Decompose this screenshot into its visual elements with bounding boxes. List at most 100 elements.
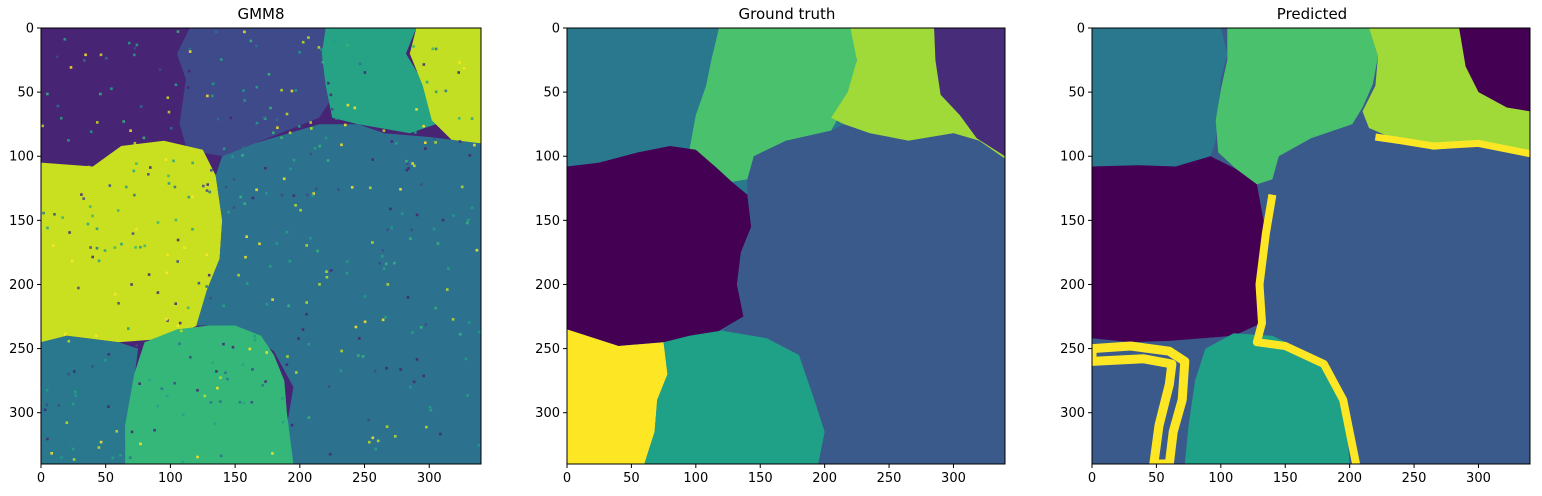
noise-pixel — [311, 271, 314, 275]
noise-pixel — [468, 321, 471, 324]
noise-pixel — [271, 298, 274, 301]
noise-pixel — [216, 386, 219, 390]
noise-pixel — [315, 187, 318, 191]
chart-title: Ground truth — [738, 5, 836, 23]
noise-pixel — [87, 391, 90, 395]
noise-pixel — [316, 249, 319, 253]
x-tick-label: 100 — [1208, 471, 1233, 486]
heatmap-region — [721, 124, 1005, 464]
noise-pixel — [446, 288, 449, 291]
noise-pixel — [165, 318, 168, 321]
noise-pixel — [359, 361, 362, 365]
noise-pixel — [310, 127, 313, 130]
x-tick-label: 50 — [623, 471, 640, 486]
noise-pixel — [411, 162, 414, 165]
y-tick-label: 250 — [1060, 342, 1085, 357]
noise-pixel — [327, 81, 330, 85]
noise-pixel — [186, 306, 190, 310]
noise-pixel — [142, 136, 146, 140]
noise-pixel — [353, 106, 357, 110]
y-tick-label: 150 — [9, 214, 34, 229]
noise-pixel — [138, 382, 141, 385]
noise-pixel — [281, 240, 285, 243]
noise-pixel — [166, 253, 169, 257]
noise-pixel — [99, 53, 103, 57]
noise-pixel — [231, 345, 235, 349]
noise-pixel — [174, 83, 178, 87]
noise-pixel — [311, 194, 314, 197]
noise-pixel — [400, 212, 404, 215]
noise-pixel — [367, 418, 370, 422]
noise-pixel — [447, 355, 450, 359]
noise-pixel — [241, 363, 245, 366]
noise-pixel — [425, 80, 429, 84]
noise-pixel — [389, 207, 392, 211]
heatmap-ground-truth: 0 50 100 150 200 250 300 0 50 100 150 200 250 300 — [535, 22, 1006, 486]
noise-pixel — [371, 158, 374, 161]
noise-pixel — [63, 38, 67, 41]
noise-pixel — [434, 141, 437, 144]
noise-pixel — [258, 242, 261, 246]
noise-pixel — [117, 302, 120, 305]
noise-pixel — [99, 92, 102, 96]
noise-pixel — [466, 394, 469, 397]
noise-pixel — [262, 116, 266, 119]
x-tick-label: 150 — [748, 471, 773, 486]
noise-pixel — [382, 267, 386, 270]
noise-pixel — [257, 104, 260, 107]
noise-pixel — [103, 249, 107, 252]
noise-pixel — [406, 125, 409, 128]
noise-pixel — [125, 185, 128, 189]
noise-pixel — [382, 129, 386, 132]
noise-pixel — [344, 123, 347, 127]
noise-pixel — [242, 146, 245, 149]
noise-pixel — [269, 265, 272, 268]
noise-pixel — [104, 358, 107, 362]
noise-pixel — [294, 204, 297, 207]
noise-pixel — [436, 242, 440, 245]
noise-pixel — [94, 334, 98, 338]
noise-pixel — [249, 39, 253, 43]
noise-pixel — [119, 453, 122, 457]
noise-pixel — [380, 255, 384, 258]
noise-pixel — [363, 320, 367, 324]
noise-pixel — [329, 93, 333, 97]
noise-pixel — [127, 130, 130, 134]
noise-pixel — [354, 325, 358, 329]
noise-pixel — [135, 162, 138, 165]
noise-pixel — [239, 195, 242, 199]
noise-pixel — [443, 174, 446, 177]
noise-pixel — [393, 261, 396, 265]
noise-pixel — [329, 269, 333, 272]
noise-pixel — [299, 147, 303, 151]
noise-pixel — [89, 246, 92, 249]
noise-pixel — [265, 192, 268, 195]
noise-pixel — [309, 121, 312, 124]
noise-pixel — [307, 36, 310, 39]
noise-pixel — [115, 430, 118, 433]
noise-pixel — [429, 408, 433, 412]
noise-pixel — [286, 355, 289, 358]
noise-pixel — [135, 43, 139, 47]
noise-pixel — [269, 106, 272, 110]
y-tick-label: 150 — [1060, 214, 1085, 229]
noise-pixel — [395, 142, 398, 145]
noise-pixel — [191, 195, 194, 199]
noise-pixel — [96, 121, 99, 124]
noise-pixel — [358, 337, 361, 340]
noise-pixel — [317, 46, 321, 49]
noise-pixel — [41, 124, 44, 128]
y-tick-label: 0 — [1077, 22, 1085, 37]
noise-pixel — [441, 218, 445, 222]
noise-pixel — [234, 358, 238, 362]
noise-pixel — [80, 193, 83, 196]
noise-pixel — [318, 283, 321, 286]
noise-pixel — [330, 108, 334, 111]
noise-pixel — [419, 326, 423, 329]
noise-pixel — [285, 363, 289, 366]
noise-pixel — [424, 323, 428, 326]
noise-pixel — [475, 248, 479, 252]
noise-pixel — [73, 370, 76, 373]
noise-pixel — [167, 182, 171, 185]
noise-pixel — [459, 333, 462, 336]
